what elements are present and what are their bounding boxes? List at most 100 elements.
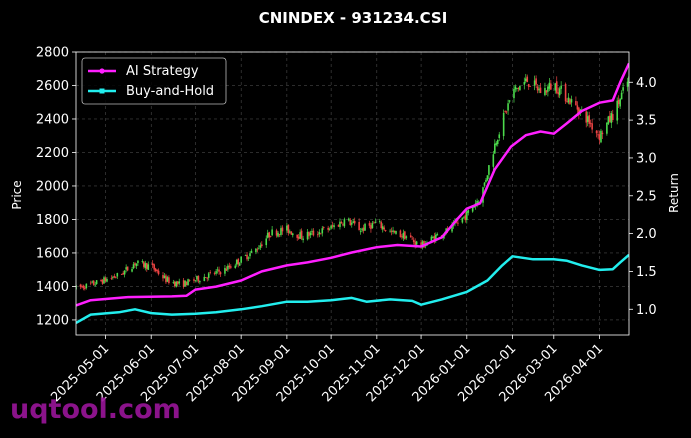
candle-body bbox=[488, 165, 490, 175]
candle-body bbox=[178, 281, 181, 284]
candle-body bbox=[100, 280, 102, 282]
candle-body bbox=[95, 280, 98, 285]
candle-body bbox=[197, 275, 200, 282]
candle-body bbox=[619, 98, 621, 107]
candle-body bbox=[597, 134, 599, 136]
candle-body bbox=[514, 86, 517, 90]
candle-body bbox=[555, 81, 558, 93]
candle-body bbox=[361, 228, 363, 231]
candle-body bbox=[106, 279, 108, 282]
candle-body bbox=[600, 130, 602, 143]
candle-body bbox=[464, 215, 467, 221]
y2-tick-label: 2.0 bbox=[636, 227, 657, 242]
candle-body bbox=[207, 273, 210, 278]
candle-body bbox=[327, 227, 329, 230]
candle-body bbox=[539, 87, 542, 93]
candle-body bbox=[620, 92, 623, 100]
candle-body bbox=[349, 219, 352, 226]
candle-body bbox=[383, 227, 386, 230]
candle-body bbox=[585, 111, 588, 123]
candle-body bbox=[168, 277, 170, 284]
candle-body bbox=[483, 182, 486, 186]
candle-body bbox=[249, 253, 251, 257]
candle-body bbox=[194, 280, 197, 282]
candle-body bbox=[182, 280, 185, 288]
candle-body bbox=[598, 134, 601, 141]
candle-body bbox=[609, 115, 611, 122]
candle-body bbox=[591, 123, 593, 130]
candle-body bbox=[495, 142, 498, 145]
candle-body bbox=[230, 266, 232, 268]
candle-body bbox=[547, 86, 549, 92]
candle-body bbox=[321, 228, 324, 234]
candle-body bbox=[209, 272, 211, 273]
candle-body bbox=[141, 261, 144, 262]
y2-tick-label: 3.0 bbox=[636, 151, 657, 166]
candle-body bbox=[151, 263, 154, 266]
candle-body bbox=[137, 260, 139, 263]
candle-body bbox=[359, 231, 362, 232]
candle-body bbox=[125, 267, 127, 270]
candle-body bbox=[566, 101, 568, 102]
candle-body bbox=[392, 230, 394, 232]
y-tick-label: 1200 bbox=[36, 313, 69, 328]
candle-body bbox=[575, 101, 577, 106]
candle-body bbox=[297, 236, 300, 239]
candle-body bbox=[451, 224, 453, 232]
candle-body bbox=[389, 230, 391, 232]
candle-body bbox=[513, 88, 515, 99]
legend: AI Strategy Buy-and-Hold bbox=[81, 57, 227, 105]
candle-body bbox=[337, 225, 340, 227]
candle-body bbox=[224, 267, 226, 274]
candle-body bbox=[135, 263, 138, 267]
candle-body bbox=[266, 232, 269, 238]
candle-body bbox=[318, 232, 321, 235]
candle-body bbox=[544, 88, 546, 96]
candle-body bbox=[302, 238, 304, 241]
candle-body bbox=[271, 229, 273, 236]
candle-body bbox=[238, 263, 241, 266]
candle-body bbox=[319, 233, 322, 235]
candle-body bbox=[94, 284, 96, 286]
candle-body bbox=[381, 226, 384, 230]
candle-body bbox=[432, 237, 434, 238]
chart-title: CNINDEX - 931234.CSI bbox=[259, 9, 448, 27]
candle-body bbox=[364, 223, 366, 231]
candle-body bbox=[380, 222, 383, 229]
candle-body bbox=[622, 87, 624, 91]
candle-body bbox=[174, 281, 176, 287]
candle-body bbox=[216, 269, 219, 271]
candle-body bbox=[502, 112, 505, 137]
candle-body bbox=[199, 281, 201, 283]
candle-body bbox=[131, 269, 133, 272]
candle-body bbox=[322, 227, 325, 228]
candle-body bbox=[311, 231, 313, 233]
candle-body bbox=[362, 227, 365, 231]
candle-body bbox=[463, 216, 465, 218]
candle-body bbox=[92, 280, 95, 285]
candle-body bbox=[258, 248, 260, 250]
y-tick-label: 1800 bbox=[36, 213, 69, 228]
candle-body bbox=[278, 234, 281, 235]
candle-body bbox=[370, 225, 372, 230]
candle-body bbox=[505, 111, 508, 113]
candle-body bbox=[176, 281, 179, 285]
candle-body bbox=[115, 277, 117, 279]
candle-body bbox=[611, 114, 614, 120]
candle-body bbox=[545, 90, 548, 93]
candle-body bbox=[269, 235, 272, 237]
y2-tick-label: 3.5 bbox=[636, 114, 657, 129]
candle-body bbox=[467, 210, 470, 213]
candle-body bbox=[616, 100, 619, 121]
candle-body bbox=[235, 259, 238, 265]
candle-body bbox=[113, 275, 116, 278]
candle-body bbox=[348, 218, 350, 221]
candle-body bbox=[268, 232, 270, 238]
candle-body bbox=[204, 277, 207, 278]
candle-body bbox=[289, 231, 291, 233]
candle-body bbox=[306, 231, 309, 240]
candle-body bbox=[399, 230, 402, 238]
candle-body bbox=[296, 234, 298, 238]
y-tick-label: 2800 bbox=[36, 46, 69, 61]
